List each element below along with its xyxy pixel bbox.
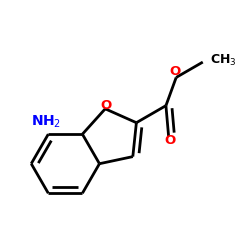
Text: CH$_3$: CH$_3$	[210, 52, 237, 68]
Text: O: O	[170, 64, 181, 78]
Text: NH$_2$: NH$_2$	[31, 113, 61, 130]
Text: O: O	[164, 134, 175, 147]
Text: O: O	[101, 99, 112, 112]
